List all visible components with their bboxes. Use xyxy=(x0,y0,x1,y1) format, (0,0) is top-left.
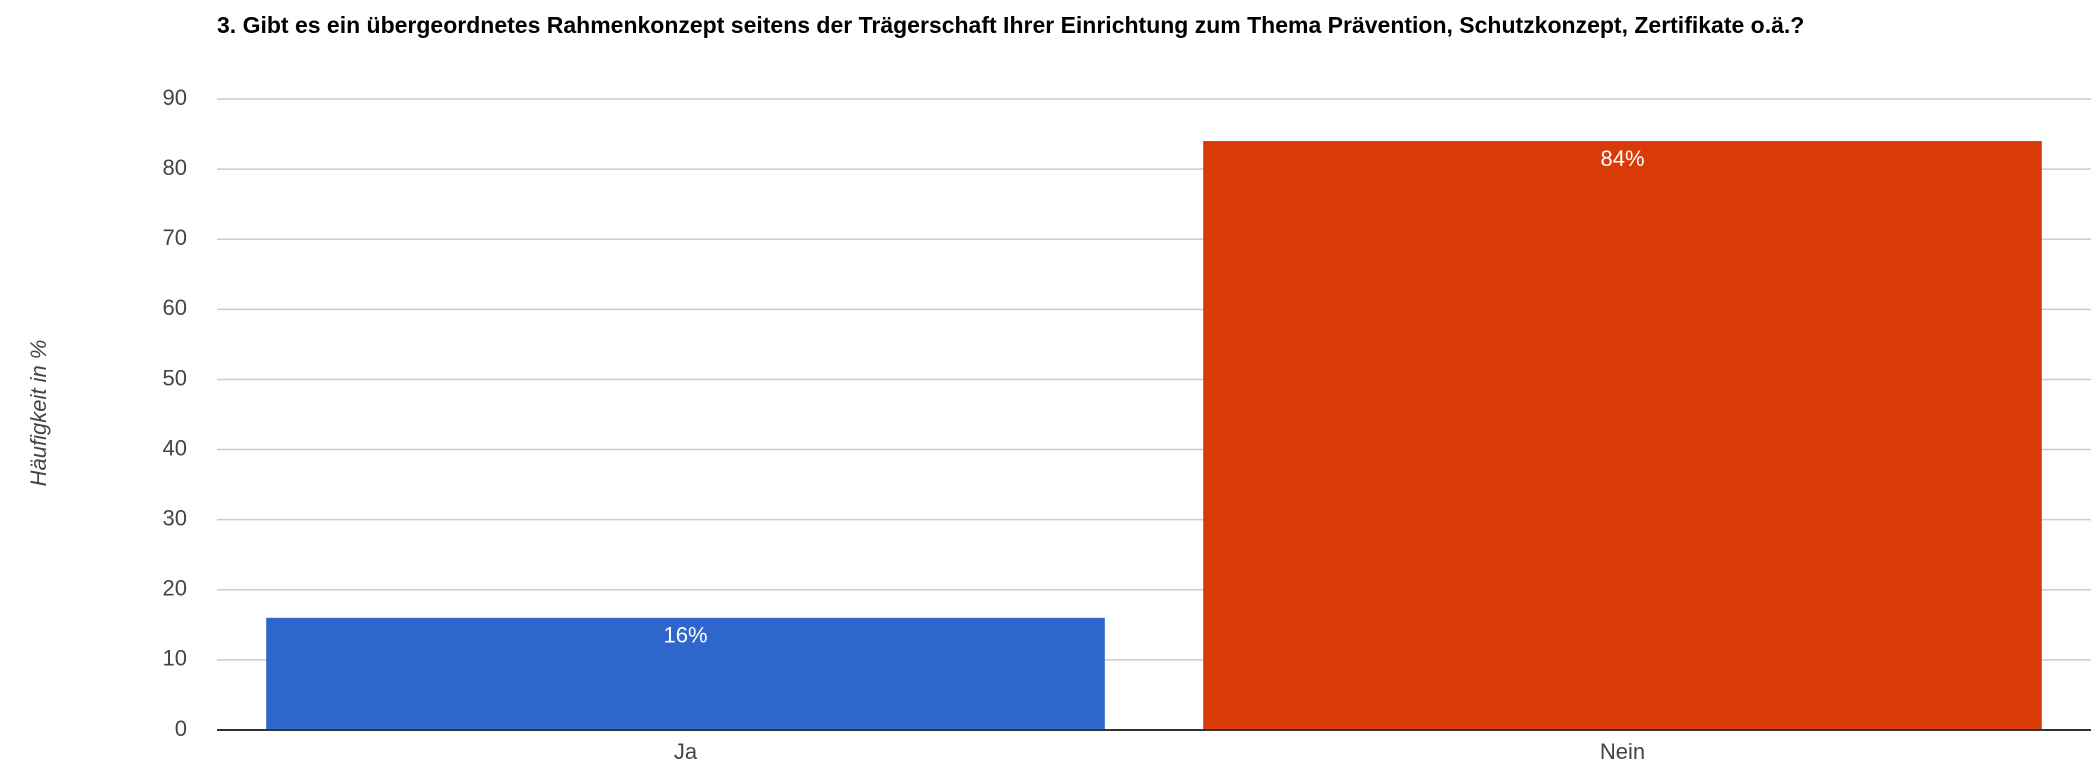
x-tick-label: Ja xyxy=(674,739,698,764)
value-label: 84% xyxy=(1600,146,1644,171)
y-tick-label: 20 xyxy=(163,576,187,601)
value-label: 16% xyxy=(663,623,707,648)
y-tick-label: 50 xyxy=(163,365,187,390)
y-axis-label: Häufigkeit in % xyxy=(26,340,51,487)
y-tick-label: 10 xyxy=(163,646,187,671)
y-tick-label: 70 xyxy=(163,225,187,250)
bar xyxy=(1203,141,2042,731)
y-tick-label: 0 xyxy=(175,716,187,741)
bar xyxy=(266,617,1105,730)
y-tick-label: 30 xyxy=(163,505,187,530)
y-tick-label: 40 xyxy=(163,435,187,460)
y-tick-label: 60 xyxy=(163,295,187,320)
chart-title: 3. Gibt es ein übergeordnetes Rahmenkonz… xyxy=(217,12,1805,38)
y-tick-label: 90 xyxy=(163,85,187,110)
x-tick-label: Nein xyxy=(1600,739,1645,764)
y-tick-label: 80 xyxy=(163,155,187,180)
